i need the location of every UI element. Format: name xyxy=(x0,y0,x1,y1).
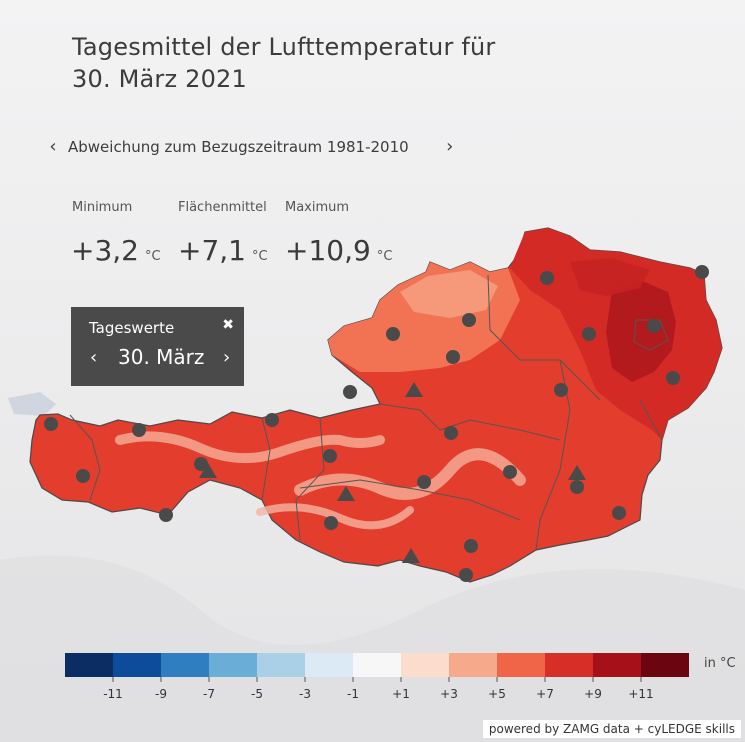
legend-tick-label: +1 xyxy=(392,687,410,701)
station-marker[interactable] xyxy=(444,426,458,440)
day-values-panel: Tageswerte ✖ ‹ 30. März › xyxy=(71,307,244,386)
mountain-station-marker[interactable] xyxy=(337,486,355,501)
weinviertel-hot xyxy=(570,258,650,296)
vienna-basin-hot xyxy=(606,280,676,382)
neighbour-relief xyxy=(0,555,745,742)
mountain-station-marker[interactable] xyxy=(402,548,420,563)
muehlviertel-cool xyxy=(400,270,498,318)
station-marker[interactable] xyxy=(417,475,431,489)
legend-tick-label: -1 xyxy=(347,687,359,701)
legend-ticks: -11 -9 -7 -5 -3 -1 +1 +3 +5 +7 +9 +11 xyxy=(103,677,654,701)
legend-tick-label: -3 xyxy=(299,687,311,701)
station-marker[interactable] xyxy=(582,327,596,341)
stat-mean-value: +7,1 °C xyxy=(178,234,268,267)
station-marker[interactable] xyxy=(666,371,680,385)
legend-bin xyxy=(161,653,209,677)
legend-tick-label: +9 xyxy=(584,687,602,701)
station-marker[interactable] xyxy=(462,313,476,327)
stat-max-value: +10,9 °C xyxy=(285,234,392,267)
color-legend xyxy=(65,653,689,677)
station-marker[interactable] xyxy=(194,457,208,471)
legend-bin xyxy=(257,653,305,677)
station-marker[interactable] xyxy=(570,480,584,494)
stat-max-label: Maximum xyxy=(285,200,350,215)
station-marker[interactable] xyxy=(265,413,279,427)
lake-constance xyxy=(8,392,56,416)
legend-bin xyxy=(113,653,161,677)
mountain-stations[interactable] xyxy=(199,382,586,563)
alpine-ridge-central xyxy=(294,448,526,500)
attribution[interactable]: powered by ZAMG data + cyLEDGE skills xyxy=(482,720,741,738)
next-day-button[interactable]: › xyxy=(223,347,231,368)
alpine-ridge-west xyxy=(115,431,385,464)
legend-bin xyxy=(65,653,113,677)
station-marker[interactable] xyxy=(343,385,357,399)
chevron-right-icon[interactable]: › xyxy=(446,136,454,157)
previous-day-button[interactable]: ‹ xyxy=(90,347,98,368)
station-marker[interactable] xyxy=(324,516,338,530)
station-marker[interactable] xyxy=(612,506,626,520)
title-line-2: 30. März 2021 xyxy=(72,65,247,93)
chevron-left-icon[interactable]: ‹ xyxy=(49,136,57,157)
stat-min-label: Minimum xyxy=(72,200,133,215)
stat-max-unit: °C xyxy=(376,249,393,264)
close-icon[interactable]: ✖ xyxy=(222,317,234,333)
legend-tick-label: +11 xyxy=(628,687,653,701)
panel-title: Tageswerte xyxy=(89,319,175,337)
alpine-ridge-south xyxy=(256,503,414,530)
station-marker[interactable] xyxy=(323,449,337,463)
station-marker[interactable] xyxy=(446,350,460,364)
legend-tick-label: +7 xyxy=(536,687,554,701)
station-marker[interactable] xyxy=(647,319,661,333)
legend-bin xyxy=(353,653,401,677)
legend-bin xyxy=(209,653,257,677)
mountain-station-marker[interactable] xyxy=(405,382,423,397)
legend-bin xyxy=(401,653,449,677)
legend-tick-label: -9 xyxy=(155,687,167,701)
stat-min-unit: °C xyxy=(145,249,161,264)
stat-mean-label: Flächenmittel xyxy=(178,200,267,215)
reference-period-label: Abweichung zum Bezugszeitraum 1981-2010 xyxy=(68,138,409,156)
stat-min-value: +3,2 °C xyxy=(71,234,161,267)
station-marker[interactable] xyxy=(464,539,478,553)
station-marker[interactable] xyxy=(554,383,568,397)
legend-tick-label: +5 xyxy=(488,687,506,701)
legend-tick-label: -7 xyxy=(203,687,215,701)
legend-tick-label: -11 xyxy=(103,687,123,701)
legend-tick-label: +3 xyxy=(440,687,458,701)
station-marker[interactable] xyxy=(132,423,146,437)
station-marker[interactable] xyxy=(76,469,90,483)
legend-bin xyxy=(305,653,353,677)
mountain-station-marker[interactable] xyxy=(199,463,217,478)
mountain-station-marker[interactable] xyxy=(568,465,586,480)
reference-period-switcher: ‹ Abweichung zum Bezugszeitraum 1981-201… xyxy=(44,136,459,158)
legend-bin xyxy=(449,653,497,677)
legend-bin xyxy=(641,653,689,677)
panel-date: 30. März xyxy=(118,345,205,369)
stat-mean-number: +7,1 xyxy=(178,234,246,267)
station-marker[interactable] xyxy=(540,271,554,285)
station-marker[interactable] xyxy=(159,508,173,522)
stat-min-number: +3,2 xyxy=(71,234,139,267)
title-line-1: Tagesmittel der Lufttemperatur für xyxy=(72,33,496,61)
legend-unit: in °C xyxy=(704,656,736,671)
page-title: Tagesmittel der Lufttemperatur für 30. M… xyxy=(72,31,496,95)
legend-bin xyxy=(593,653,641,677)
stat-mean-unit: °C xyxy=(252,249,268,264)
legend-bin xyxy=(545,653,593,677)
legend-bin xyxy=(497,653,545,677)
station-marker[interactable] xyxy=(459,568,473,582)
station-marker[interactable] xyxy=(44,417,58,431)
stations[interactable] xyxy=(44,265,709,582)
station-marker[interactable] xyxy=(695,265,709,279)
station-marker[interactable] xyxy=(503,465,517,479)
legend-tick-label: -5 xyxy=(251,687,263,701)
station-marker[interactable] xyxy=(386,327,400,341)
stat-max-number: +10,9 xyxy=(285,234,371,267)
